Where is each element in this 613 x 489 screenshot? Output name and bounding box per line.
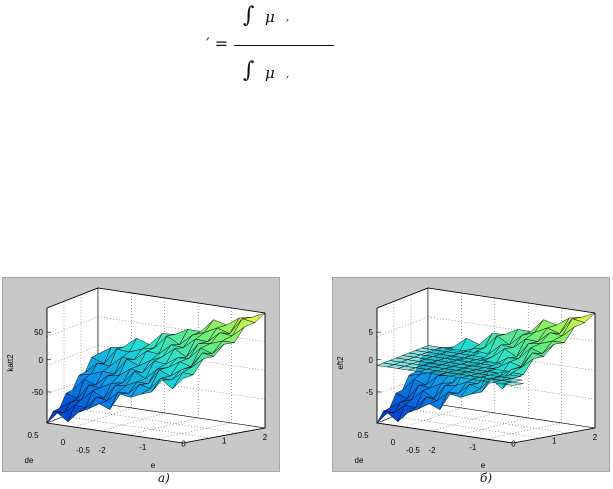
z-tick-label: 5 [369,328,374,337]
surface-patch [172,372,195,390]
e-tick-label: -2 [428,446,436,455]
de-axis-label: de [355,456,364,465]
z-tick-label: 50 [34,328,43,337]
caption-b: б) [480,471,493,485]
grid-line [97,374,266,400]
grid-line [101,412,165,432]
box-edge [376,287,429,309]
grid-line [97,316,266,342]
grid-line [485,422,562,440]
numerator-tail: , [286,12,290,23]
box-edge [512,427,596,444]
e-tick-label: -1 [139,443,147,452]
grid-line [431,412,495,432]
z-axis-label: katt2 [6,354,15,372]
de-tick-label: 0 [391,438,396,447]
numerator-integral: ∫ [243,3,255,28]
grid-line [393,416,541,439]
denominator-mu: μ [265,64,275,82]
e-tick-label: 2 [593,433,598,442]
box-edge [46,422,184,444]
e-axis-label: e [481,461,486,470]
grid-line [427,374,596,400]
caption-a: а) [158,471,170,485]
de-tick-label: 0.5 [27,431,39,440]
surface-plot-b: 5 0 -5 eft2 -2 -1 0 1 2 e 0.5 0 -0.5 de [332,277,610,472]
box-edge [427,287,596,314]
grid-line [46,316,99,337]
formula: ′ = ∫ μ , ∫ μ , [0,0,613,120]
surface-plot-a-svg: 50 0 -50 katt2 -2 -1 0 1 2 e 0.5 0 -0.5 de [3,278,279,471]
box-edge [97,287,266,314]
z-tick-label: 0 [369,356,374,365]
de-axis-label: de [25,456,34,465]
e-tick-label: 1 [552,436,557,445]
grid-line [404,407,462,428]
e-tick-label: 1 [222,436,227,445]
z-tick-label: -5 [366,388,374,397]
surface-plot-a: 50 0 -50 katt2 -2 -1 0 1 2 e 0.5 0 -0.5 de [2,277,280,472]
box-edge [182,427,266,444]
de-tick-label: -0.5 [406,446,420,455]
grid-line [63,416,211,439]
e-tick-label: 2 [263,433,268,442]
grid-line [376,316,429,337]
formula-lhs: ′ = [206,34,229,53]
e-tick-label: 0 [511,440,516,449]
e-tick-label: -1 [469,443,477,452]
e-axis-label: e [151,461,156,470]
grid-line [427,316,596,342]
denominator-integral: ∫ [243,58,255,83]
z-tick-label: -50 [31,388,43,397]
fraction-bar [234,45,334,46]
box-edge [376,422,514,444]
z-axis-label: eft2 [336,356,345,370]
box-edge [46,287,99,309]
e-tick-label: -2 [98,446,106,455]
denominator-tail: , [286,69,290,80]
surface-plot-b-svg: 5 0 -5 eft2 -2 -1 0 1 2 e 0.5 0 -0.5 de [333,278,609,471]
numerator-mu: μ [265,8,275,26]
de-tick-label: 0 [61,438,66,447]
e-tick-label: 0 [181,440,186,449]
de-tick-label: 0.5 [357,431,369,440]
grid-line [155,422,232,440]
grid-line [46,345,99,366]
grid-line [74,407,132,428]
z-tick-label: 0 [39,356,44,365]
plane-patch [502,381,524,386]
de-tick-label: -0.5 [76,446,90,455]
